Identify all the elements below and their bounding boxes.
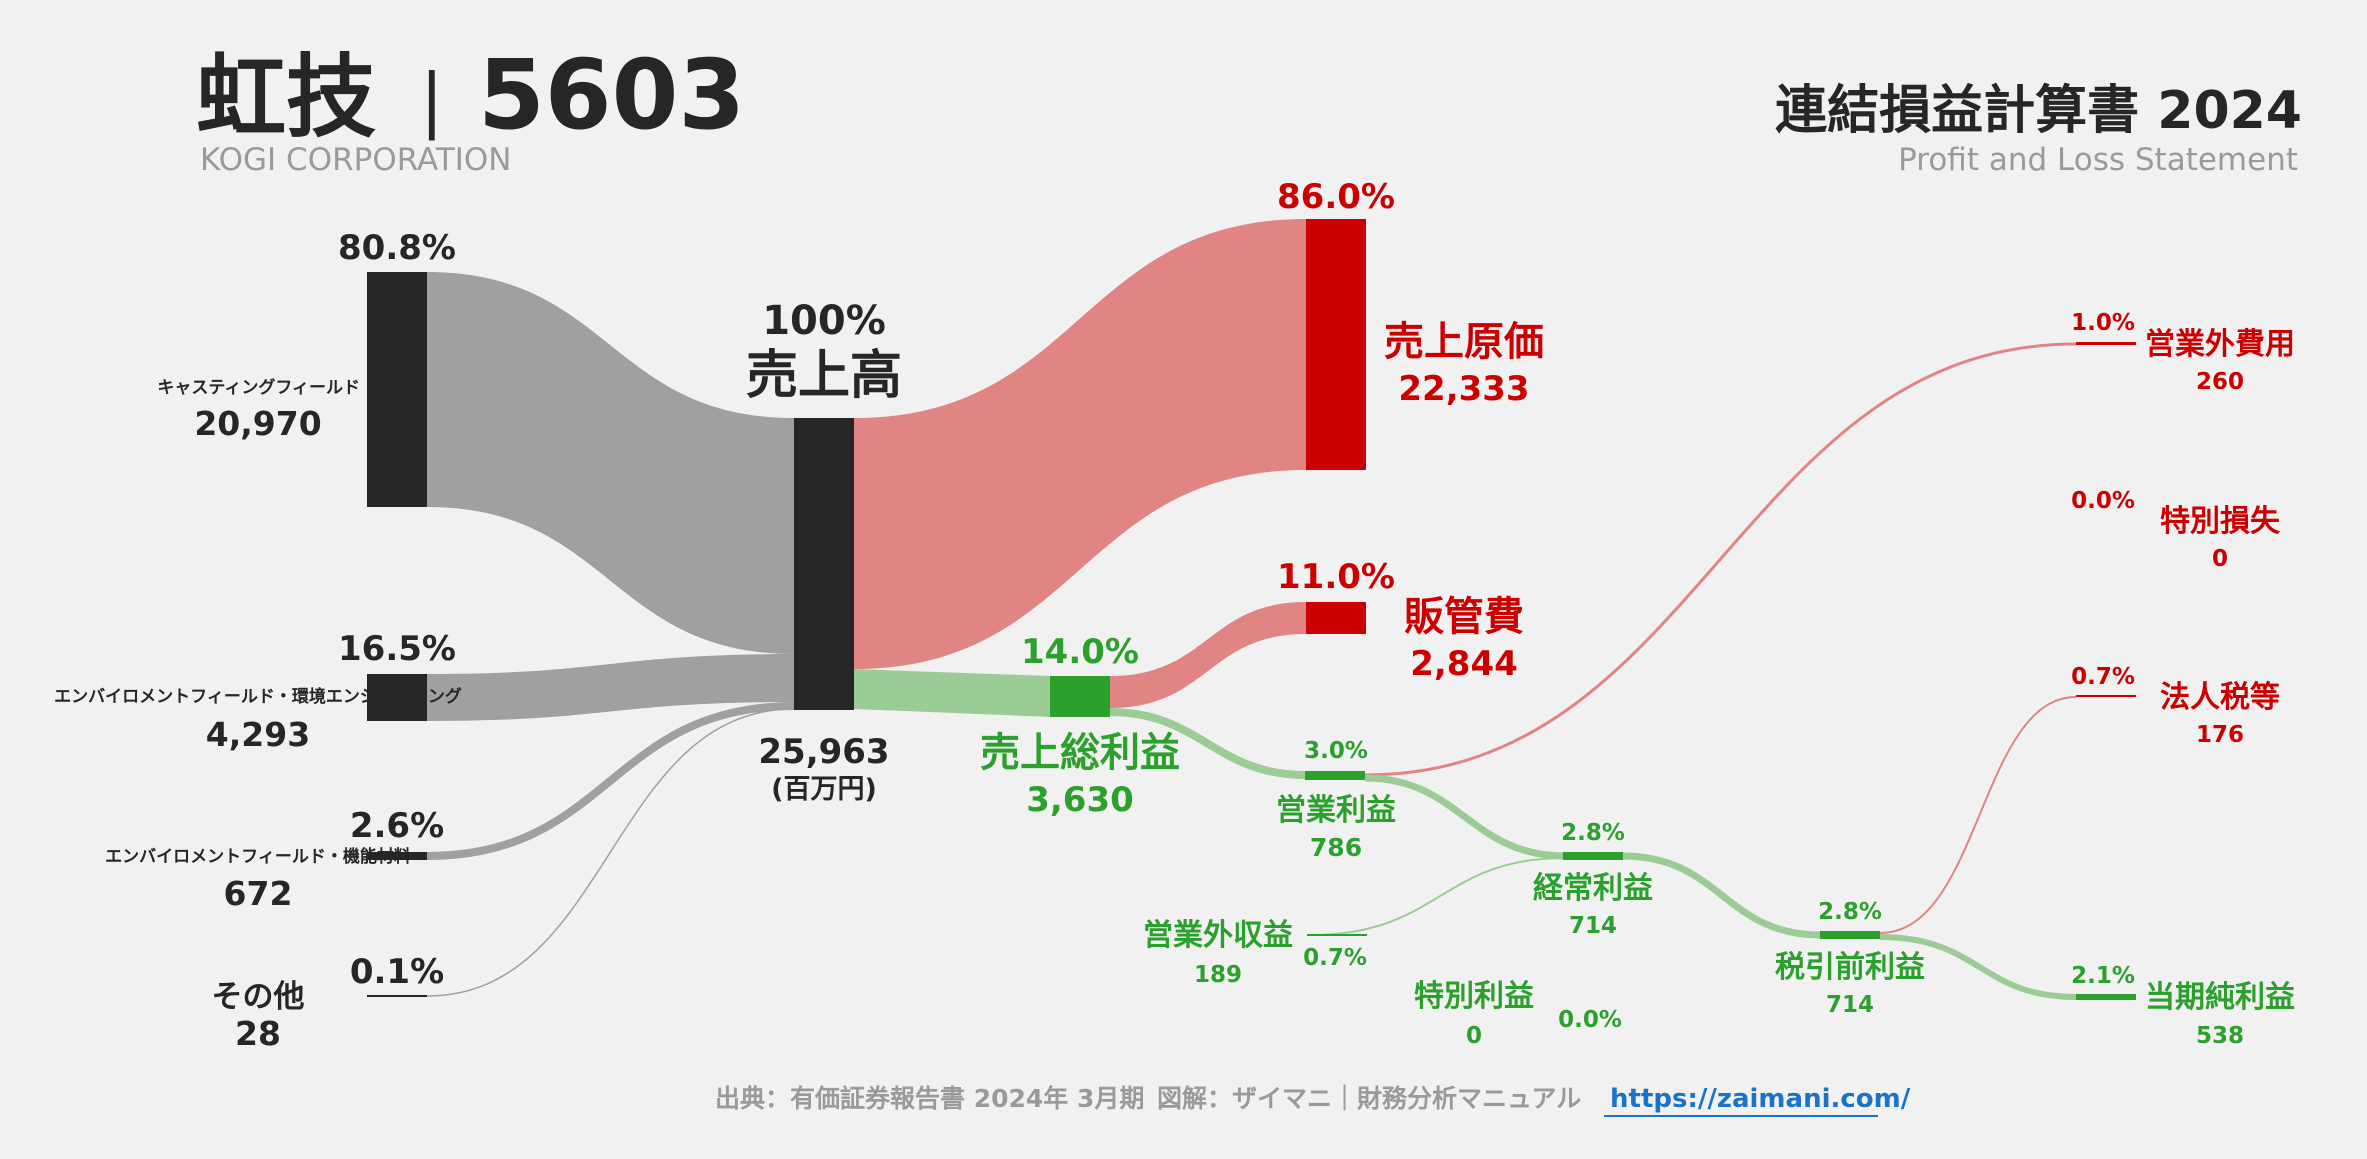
segment-casting-label: キャスティングフィールド: [157, 377, 360, 398]
sga-pct: 11.0%: [1277, 557, 1395, 597]
non-operating-expense-label: 営業外費用: [2145, 327, 2295, 362]
company-name-en: KOGI CORPORATION: [200, 142, 511, 178]
flow-non-operating-income: [1309, 857, 1566, 936]
segment-casting-value: 20,970: [194, 404, 321, 443]
footer-credit: 図解：ザイマニ｜財務分析マニュアル: [1157, 1084, 1581, 1113]
income-taxes-pct: 0.7%: [2071, 664, 2135, 690]
segment-other-pct: 0.1%: [350, 952, 444, 992]
flow-operating-income: [1109, 708, 1306, 779]
node-income-taxes: [2076, 695, 2136, 697]
non-operating-income-pct: 0.7%: [1303, 945, 1367, 971]
segment-other-label: その他: [212, 979, 305, 1015]
net-income-value: 538: [2196, 1023, 2244, 1049]
node-revenue: [794, 418, 854, 710]
segment-env-engineering-pct: 16.5%: [338, 629, 456, 669]
stock-code: 5603: [478, 39, 745, 151]
flow-segment-casting: [427, 272, 794, 654]
cost-of-sales-label: 売上原価: [1384, 319, 1544, 365]
extraordinary-loss-label: 特別損失: [2160, 504, 2281, 539]
flow-pretax-income: [1622, 852, 1821, 939]
node-non-operating-expense: [2076, 342, 2136, 345]
gross-profit-pct: 14.0%: [1021, 632, 1139, 672]
segment-functional-materials-label: エンバイロメントフィールド・機能材料: [105, 846, 411, 867]
flow-segment-env-engineering: [427, 654, 794, 721]
segment-env-engineering-value: 4,293: [206, 715, 310, 754]
extraordinary-income-pct: 0.0%: [1558, 1007, 1622, 1033]
flow-segment-functional-materials: [426, 702, 795, 860]
node-operating-income: [1305, 771, 1365, 780]
extraordinary-income-label: 特別利益: [1414, 979, 1534, 1014]
revenue-pct: 100%: [762, 298, 886, 344]
revenue-label: 売上高: [746, 346, 902, 406]
operating-income-value: 786: [1310, 833, 1362, 862]
segment-env-engineering-label: エンバイロメントフィールド・環境エンジニアリング: [54, 686, 462, 707]
node-net-income: [2076, 994, 2136, 1000]
net-income-pct: 2.1%: [2071, 963, 2135, 989]
flow-net-income: [1879, 934, 2077, 1000]
node-sga: [1306, 602, 1366, 634]
sga-value: 2,844: [1410, 644, 1518, 684]
node-gross-profit: [1050, 676, 1110, 717]
ordinary-income-value: 714: [1569, 913, 1617, 939]
statement-title: 連結損益計算書 2024: [1775, 81, 2302, 141]
node-non-operating-income: [1307, 934, 1367, 936]
footer-source: 出典：有価証券報告書 2024年 3月期: [715, 1084, 1144, 1113]
extraordinary-loss-value: 0: [2212, 546, 2228, 572]
flow-non-operating-expense: [1364, 342, 2077, 777]
non-operating-income-value: 189: [1194, 962, 1242, 988]
company-name: 虹技: [196, 45, 376, 150]
net-income-label: 当期純利益: [2145, 980, 2295, 1015]
cost-of-sales-pct: 86.0%: [1277, 177, 1395, 217]
node-segment-env-engineering: [367, 674, 427, 721]
segment-functional-materials-value: 672: [224, 874, 293, 913]
flow-gross-profit: [854, 669, 1050, 717]
flow-income-taxes: [1879, 696, 2077, 934]
income-taxes-label: 法人税等: [2160, 680, 2280, 715]
pretax-income-pct: 2.8%: [1818, 899, 1882, 925]
node-segment-casting: [367, 272, 427, 507]
gross-profit-value: 3,630: [1026, 780, 1134, 820]
segment-other-value: 28: [235, 1014, 281, 1053]
ordinary-income-pct: 2.8%: [1561, 820, 1625, 846]
title-separator: |: [420, 59, 444, 141]
flow-sga: [1110, 602, 1306, 708]
footer-url[interactable]: https://zaimani.com/: [1610, 1084, 1911, 1114]
pretax-income-label: 税引前利益: [1775, 950, 1925, 985]
node-ordinary-income: [1563, 852, 1623, 860]
node-pretax-income: [1820, 931, 1880, 939]
non-operating-expense-pct: 1.0%: [2071, 310, 2135, 336]
operating-income-label: 営業利益: [1276, 793, 1396, 828]
operating-income-pct: 3.0%: [1304, 738, 1368, 764]
node-segment-other: [367, 995, 427, 997]
statement-title-en: Profit and Loss Statement: [1898, 142, 2298, 178]
gross-profit-label: 売上総利益: [980, 730, 1180, 776]
flow-cost-of-sales: [854, 219, 1306, 669]
ordinary-income-label: 経常利益: [1533, 871, 1653, 906]
node-segment-functional-materials: [367, 852, 427, 860]
flow-segment-other: [426, 708, 795, 997]
segment-casting-pct: 80.8%: [338, 228, 456, 268]
flow-ordinary-income: [1364, 774, 1566, 860]
pretax-income-value: 714: [1826, 992, 1874, 1018]
revenue-unit: (百万円): [771, 774, 877, 805]
non-operating-expense-value: 260: [2196, 369, 2244, 395]
revenue-value: 25,963: [758, 732, 889, 772]
income-taxes-value: 176: [2196, 722, 2244, 748]
extraordinary-income-value: 0: [1466, 1023, 1482, 1049]
cost-of-sales-value: 22,333: [1398, 369, 1529, 409]
extraordinary-loss-pct: 0.0%: [2071, 488, 2135, 514]
sga-label: 販管費: [1404, 594, 1524, 640]
non-operating-income-label: 営業外収益: [1143, 918, 1293, 953]
segment-functional-materials-pct: 2.6%: [350, 806, 444, 846]
node-cost-of-sales: [1306, 219, 1366, 470]
